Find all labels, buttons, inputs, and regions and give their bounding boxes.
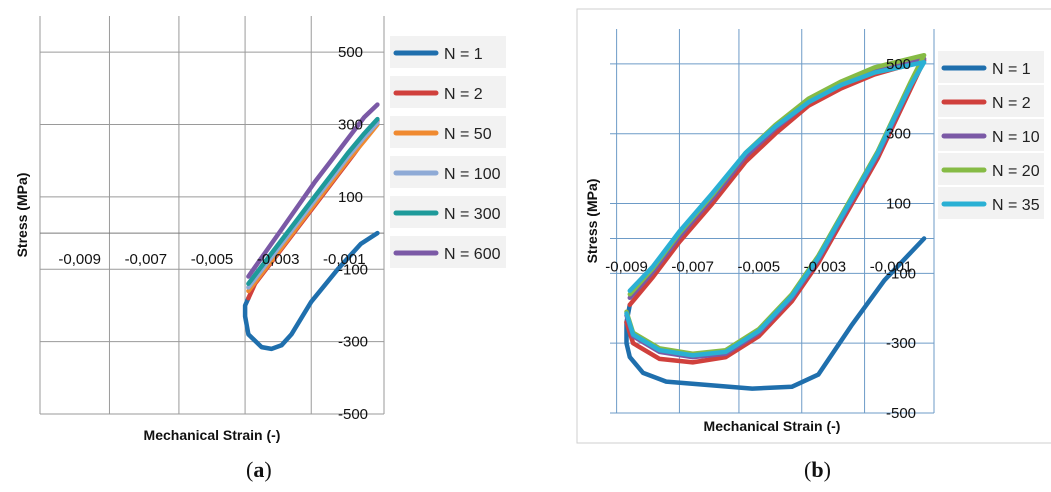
x-tick-label: -0,009 xyxy=(58,251,101,268)
x-tick-label: -0,003 xyxy=(804,258,847,275)
y-tick-label: 300 xyxy=(886,126,911,143)
legend-label: N = 35 xyxy=(992,197,1040,214)
x-tick-label: -0,009 xyxy=(605,258,648,275)
series-line xyxy=(624,52,927,356)
x-tick-label: -0,007 xyxy=(125,251,168,268)
x-tick-label: -0,001 xyxy=(323,251,366,268)
y-tick-label: 300 xyxy=(338,117,363,134)
series-line xyxy=(624,59,927,358)
series-line xyxy=(624,236,927,391)
y-tick-label: 500 xyxy=(886,56,911,73)
chart-b: -0,009 -0,007 -0,005 -0,003 -0,001 500 300 100 -… xyxy=(576,8,1051,444)
y-tick-label: 500 xyxy=(338,44,363,61)
x-axis-title: Mechanical Strain (-) xyxy=(144,427,281,443)
series-line xyxy=(246,116,380,286)
caption-a: (a) xyxy=(246,457,272,482)
y-tick-label: 100 xyxy=(886,196,911,213)
y-tick-label: -500 xyxy=(886,405,916,422)
series-line xyxy=(242,230,380,352)
legend-label: N = 300 xyxy=(444,206,501,223)
legend-label: N = 2 xyxy=(444,86,483,103)
y-axis-title: Stress (MPa) xyxy=(584,179,600,264)
legend-label: N = 2 xyxy=(992,95,1031,112)
y-tick-label: -500 xyxy=(338,406,368,423)
x-tick-label: -0,003 xyxy=(257,251,300,268)
y-tick-label: -100 xyxy=(886,265,916,282)
legend-label: N = 100 xyxy=(444,166,501,183)
y-axis-title: Stress (MPa) xyxy=(14,173,30,258)
legend-label: N = 50 xyxy=(444,126,492,143)
x-tick-label: -0,005 xyxy=(738,258,781,275)
caption-b: (b) xyxy=(804,457,831,482)
y-tick-label: -300 xyxy=(886,335,916,352)
x-axis-title: Mechanical Strain (-) xyxy=(704,418,841,434)
y-tick-label: -300 xyxy=(338,334,368,351)
x-tick-label: -0,007 xyxy=(671,258,714,275)
x-tick-label: -0,005 xyxy=(191,251,234,268)
series-line xyxy=(246,102,380,279)
chart-frame xyxy=(576,8,1051,444)
y-tick-label: 100 xyxy=(338,189,363,206)
legend-label: N = 600 xyxy=(444,246,501,263)
legend-label: N = 1 xyxy=(444,46,483,63)
legend-label: N = 1 xyxy=(992,61,1031,78)
legend-label: N = 20 xyxy=(992,163,1040,180)
legend-label: N = 10 xyxy=(992,129,1040,146)
y-tick-label: -100 xyxy=(338,261,368,278)
x-tick-label: -0,001 xyxy=(870,258,913,275)
chart-a: -0,009 -0,007 -0,005 -0,003 -0,001 500 300 100 -… xyxy=(14,16,506,443)
